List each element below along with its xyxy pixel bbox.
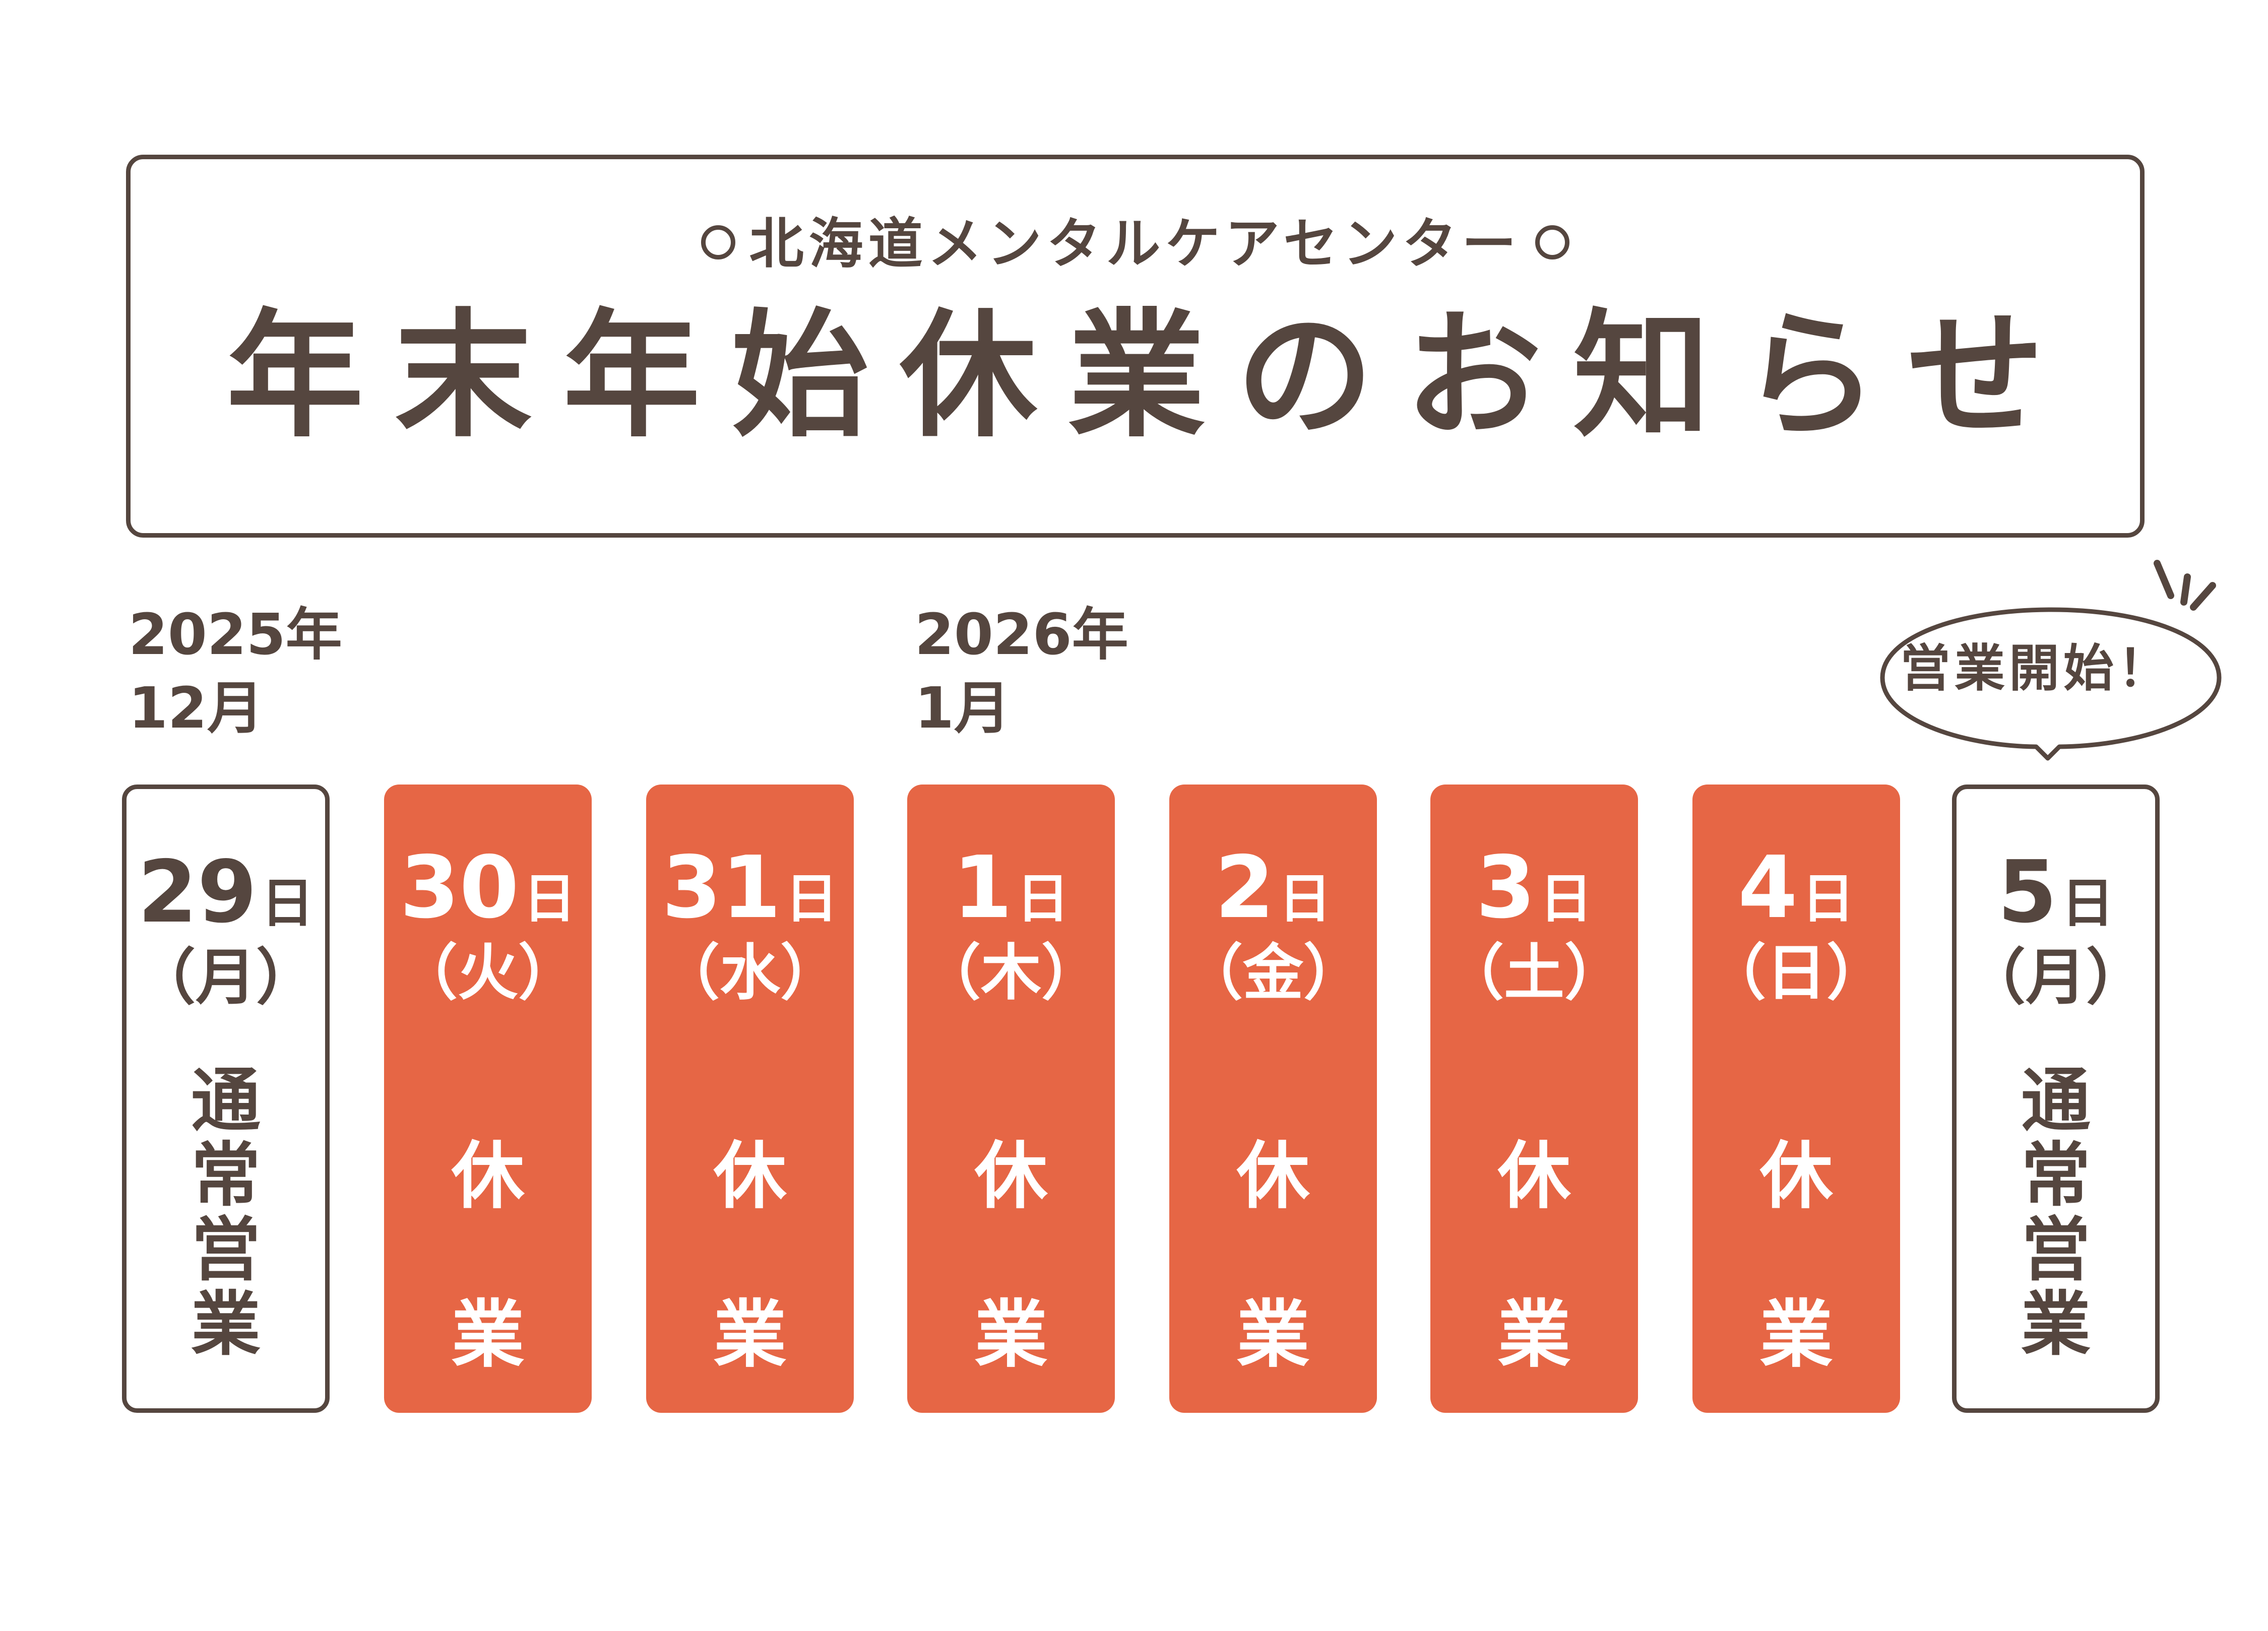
day-card-30: 30日 （火） 休業 [384, 785, 592, 1413]
speech-bubble [1880, 560, 2222, 761]
day-unit: 日 [261, 873, 314, 934]
day-date: 30日 [384, 845, 592, 931]
day-status: 休業 [1759, 1134, 1833, 1378]
day-date: 29日 [127, 850, 325, 935]
day-number: 1 [953, 838, 1013, 938]
day-status: 休業 [1497, 1134, 1571, 1378]
day-number: 31 [662, 838, 781, 938]
day-date: 31日 [646, 845, 854, 931]
day-status: 通常営業 [191, 1060, 261, 1365]
day-number: 5 [1997, 842, 2057, 942]
day-number: 30 [400, 838, 519, 938]
day-card-1: 1日 （木） 休業 [907, 785, 1115, 1413]
day-status: 休業 [713, 1134, 787, 1378]
day-weekday: （火） [397, 938, 579, 1008]
day-unit: 日 [523, 868, 576, 930]
notice-title: 年末年始休業のお知らせ [226, 297, 2075, 456]
day-unit: 日 [1801, 868, 1855, 930]
day-unit: 日 [1016, 868, 1069, 930]
day-weekday: （木） [920, 938, 1102, 1008]
day-number: 29 [138, 842, 257, 942]
day-card-29: 29日 （月） 通常営業 [122, 785, 330, 1413]
circle-icon [1535, 225, 1570, 260]
day-date: 2日 [1169, 845, 1377, 931]
business-resume-callout: 営業開始！ [1900, 639, 2172, 698]
circle-icon [701, 225, 735, 260]
day-unit: 日 [1278, 868, 1332, 930]
day-status: 休業 [451, 1134, 525, 1378]
day-weekday: （土） [1443, 938, 1625, 1008]
day-date: 3日 [1430, 845, 1638, 931]
year-month-text: 2025年 12月 [129, 602, 342, 741]
day-card-3: 3日 （土） 休業 [1430, 785, 1638, 1413]
day-number: 4 [1738, 838, 1798, 938]
day-weekday: （月） [1965, 943, 2147, 1013]
day-date: 4日 [1692, 845, 1900, 931]
day-status: 休業 [1236, 1134, 1310, 1378]
day-unit: 日 [1539, 868, 1593, 930]
day-weekday: （日） [1706, 938, 1887, 1008]
year-month-label-2026-1: 2026年 1月 [915, 599, 1128, 745]
day-status: 通常営業 [2021, 1060, 2091, 1365]
day-card-2: 2日 （金） 休業 [1169, 785, 1377, 1413]
day-date: 5日 [1957, 850, 2155, 935]
day-number: 3 [1476, 838, 1536, 938]
day-card-31: 31日 （水） 休業 [646, 785, 854, 1413]
day-weekday: （金） [1182, 938, 1364, 1008]
day-card-5: 5日 （月） 通常営業 [1952, 785, 2160, 1413]
speech-bubble-outline [1880, 607, 2222, 761]
day-weekday: （水） [659, 938, 841, 1008]
day-unit: 日 [785, 868, 838, 930]
emphasis-lines-icon [2154, 560, 2216, 611]
day-card-4: 4日 （日） 休業 [1692, 785, 1900, 1413]
organization-name-text: 北海道メンタルケアセンター [749, 213, 1522, 276]
day-unit: 日 [2061, 873, 2114, 934]
day-status: 休業 [974, 1134, 1048, 1378]
day-number: 2 [1215, 838, 1275, 938]
day-weekday: （月） [135, 943, 317, 1013]
day-date: 1日 [907, 845, 1115, 931]
year-month-text: 2026年 1月 [915, 602, 1128, 741]
notice-header-box: 北海道メンタルケアセンター 年末年始休業のお知らせ [126, 155, 2145, 538]
year-month-label-2025-12: 2025年 12月 [129, 599, 342, 745]
organization-name: 北海道メンタルケアセンター [131, 217, 2140, 272]
